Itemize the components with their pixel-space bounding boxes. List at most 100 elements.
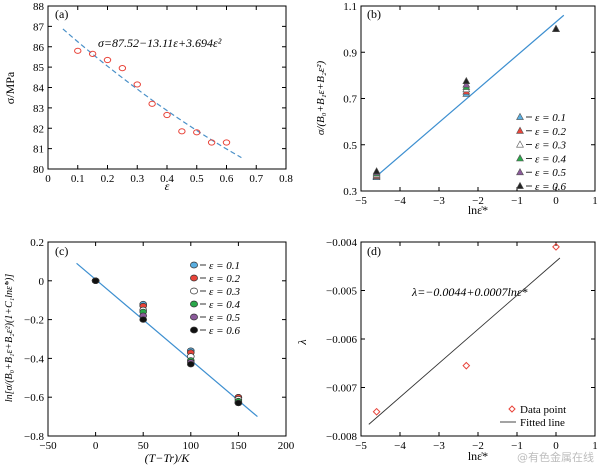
legend-label: Data point: [520, 404, 566, 416]
panel-b-legend: ε = 0.1 ε = 0.2 ε = 0.3ε = 0.4 ε = 0.5 ε = 0…: [516, 112, 567, 193]
data-point: [74, 47, 82, 54]
data-point: [139, 316, 147, 323]
data-point: [207, 139, 216, 146]
x-tick-label: −5: [355, 195, 367, 207]
y-tick-label: 81: [33, 144, 44, 156]
data-point: [462, 80, 471, 88]
y-tick-label: −0.005: [326, 286, 357, 298]
panel-a-yticks: 80 81 82 83 84 85 86 87 88: [33, 1, 286, 176]
y-tick-label: 0.5: [343, 140, 357, 152]
legend-label: ε = 0.5: [209, 312, 241, 324]
x-tick-label: 0.3: [130, 173, 144, 185]
legend-label: ε = 0.4: [209, 299, 241, 311]
panel-c-fit: [76, 262, 258, 418]
panel-d-points: [372, 242, 560, 416]
x-tick-label: 100: [183, 440, 200, 452]
legend-marker: [516, 167, 524, 176]
panel-d-annotation: λ=−0.0044+0.0007lnε̇*: [411, 285, 528, 299]
legend-marker: [190, 287, 198, 295]
legend-marker: [190, 261, 198, 269]
x-tick-label: −4: [394, 195, 406, 207]
legend-label: ε = 0.2: [209, 273, 241, 285]
x-tick-label: 0.5: [190, 173, 204, 185]
panel-c-legend: ε = 0.1ε = 0.2ε = 0.3ε = 0.4ε = 0.5ε = 0…: [190, 260, 241, 337]
panel-c-label: (c): [55, 244, 68, 258]
data-point: [91, 277, 100, 284]
y-tick-label: 82: [33, 123, 44, 135]
legend-marker: [190, 326, 198, 334]
panel-b-ylabel: σ/(B₀+B₁ε+B₂ε²): [315, 61, 327, 136]
panel-d-xticks: −5 −4 −3 −2 −1 0 1: [355, 242, 598, 452]
fit-line: [76, 262, 258, 418]
panel-a-xlabel: ε: [165, 179, 170, 193]
y-tick-label: −0.6: [24, 392, 44, 404]
x-tick-label: −3: [433, 440, 445, 452]
data-point: [222, 139, 231, 146]
y-tick-label: 0: [39, 276, 45, 288]
x-tick-label: 50: [138, 440, 150, 452]
panel-b-fit: [372, 14, 565, 180]
panel-d-yticks: −0.008 −0.007 −0.006 −0.005 −0.004: [326, 237, 595, 443]
panel-a-points: [74, 47, 231, 146]
data-point: [372, 407, 381, 416]
x-tick-label: 0.2: [101, 173, 115, 185]
legend-label: ε = 0.5: [535, 167, 567, 179]
panel-d-ylabel: λ: [295, 339, 309, 345]
x-tick-label: −2: [472, 440, 484, 452]
legend-label: ε = 0.3: [209, 286, 241, 298]
legend-marker: [190, 274, 198, 282]
y-tick-label: −0.8: [24, 431, 44, 443]
y-tick-label: 1.1: [343, 1, 357, 13]
x-tick-label: 1: [592, 195, 598, 207]
panel-a: (a) σ=87.52−13.11ε+3.694ε² 0 0.1 0.2 0.3 0.4…: [3, 1, 293, 193]
data-point: [103, 56, 112, 64]
panel-a-xticks: 0 0.1 0.2 0.3 0.4 0.5 0.6 0.7 0.8: [45, 6, 293, 185]
legend-label: ε = 0.3: [535, 140, 567, 152]
data-point: [118, 65, 127, 72]
panel-d-fit: [368, 257, 561, 425]
y-tick-label: −0.004: [326, 237, 357, 249]
panel-b-label: (b): [367, 7, 381, 21]
y-tick-label: −0.008: [326, 431, 357, 443]
x-tick-label: 0.8: [279, 173, 293, 185]
legend-label: ε = 0.4: [535, 153, 567, 165]
x-tick-label: 0: [93, 440, 99, 452]
y-tick-label: 88: [33, 1, 45, 13]
panel-a-annotation: σ=87.52−13.11ε+3.694ε²: [98, 36, 222, 50]
panel-c-frame: [47, 241, 287, 437]
panel-c-xticks: −50 0 50 100 150 200: [39, 242, 295, 452]
legend-marker: [516, 181, 524, 189]
legend-marker: [190, 313, 198, 321]
y-tick-label: −0.007: [326, 383, 357, 395]
data-point: [234, 399, 243, 407]
x-tick-label: 0: [553, 440, 559, 452]
legend-marker: [516, 112, 524, 120]
x-tick-label: −5: [355, 440, 367, 452]
y-tick-label: 80: [33, 164, 45, 176]
legend-marker: [508, 405, 516, 413]
data-point: [148, 100, 156, 107]
data-point: [193, 129, 201, 136]
panel-d: (d) λ=−0.0044+0.0007lnε̇* −5 −4 −3 −2 −1 0 1 −…: [295, 237, 598, 463]
y-tick-label: 0.3: [343, 186, 357, 198]
y-tick-label: 85: [33, 62, 45, 74]
legend-label: ε = 0.6: [535, 181, 567, 193]
x-tick-label: −3: [433, 195, 445, 207]
y-tick-label: −0.4: [24, 353, 44, 365]
y-tick-label: 0.2: [30, 237, 44, 249]
x-tick-label: −50: [39, 440, 57, 452]
panel-b-points: [372, 24, 560, 181]
x-tick-label: −4: [394, 440, 406, 452]
data-point: [372, 167, 381, 175]
y-tick-label: 84: [33, 83, 45, 95]
y-tick-label: 86: [33, 42, 45, 54]
y-tick-label: 87: [33, 21, 45, 33]
x-tick-label: −2: [472, 195, 484, 207]
x-tick-label: 0.1: [71, 173, 85, 185]
data-point: [88, 50, 97, 57]
panel-a-frame: [47, 5, 287, 170]
y-tick-label: 0.7: [343, 94, 357, 106]
y-tick-label: −0.006: [326, 334, 357, 346]
